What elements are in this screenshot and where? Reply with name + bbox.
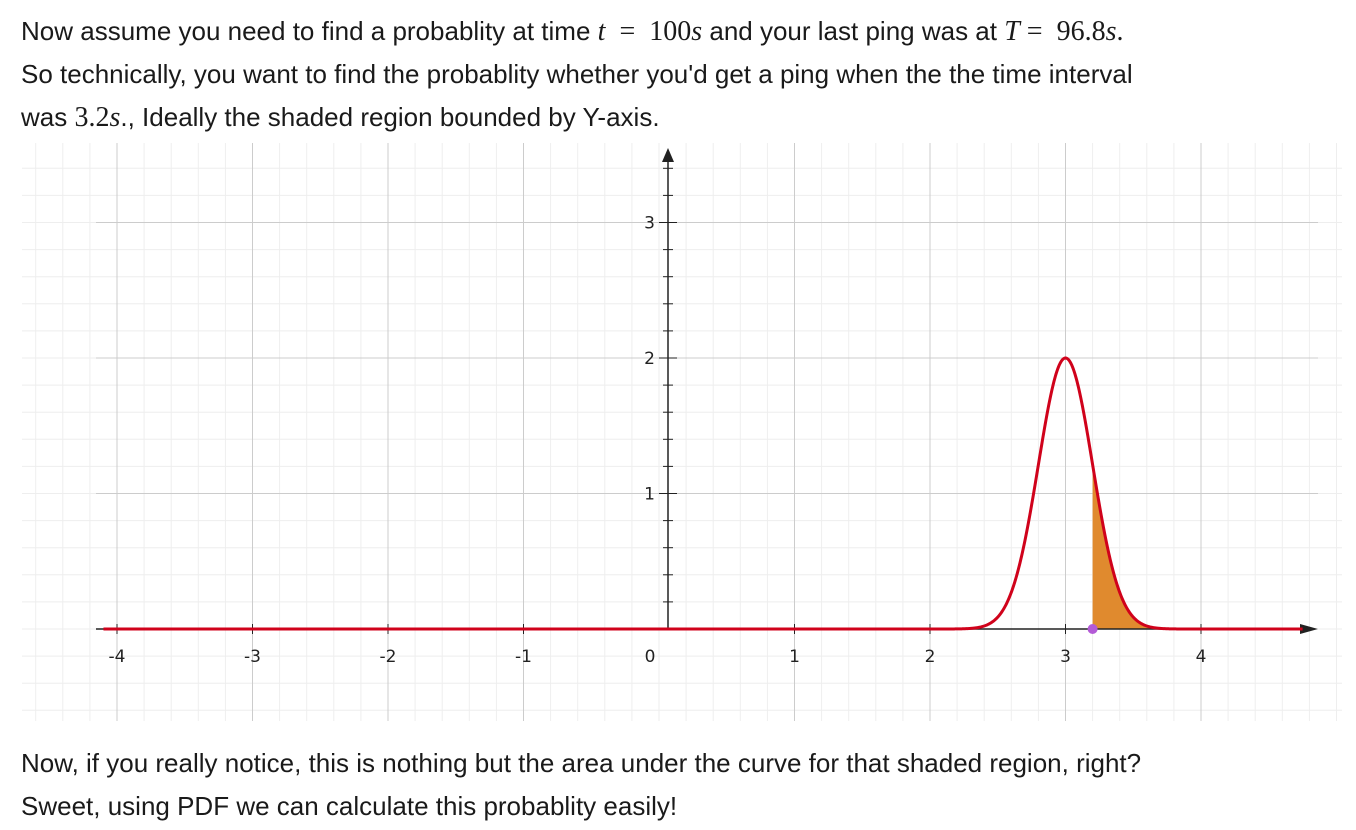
minor-grid <box>22 143 1342 721</box>
equals-sign: = <box>619 16 636 47</box>
outro-paragraph: Now, if you really notice, this is nothi… <box>21 742 1341 828</box>
x-tick-label: -4 <box>109 647 126 667</box>
ping-variable: T <box>1004 16 1020 47</box>
x-axis-arrow <box>1300 624 1318 634</box>
y-tick-label: 2 <box>644 349 655 369</box>
interval-unit: s <box>109 102 121 133</box>
interval-value: 3.2 <box>74 102 110 133</box>
outro-text-2: Sweet, using PDF we can calculate this p… <box>21 791 678 821</box>
shaded-region-layer <box>1092 464 1303 629</box>
x-tick-label: 4 <box>1196 647 1207 667</box>
intro-text-1b: and your last ping was at <box>702 16 1005 46</box>
time-equation: t = 100s <box>598 16 702 47</box>
x-tick-label: 2 <box>925 647 936 667</box>
x-tick-label: 3 <box>1060 647 1071 667</box>
x-tick-label: -2 <box>380 647 397 667</box>
pdf-chart: -4 -3 -2 -1 0 1 2 3 4 1 2 3 <box>22 143 1342 721</box>
y-tick-label: 3 <box>644 214 655 234</box>
ping-period: . <box>1116 16 1124 47</box>
intro-text-1a: Now assume you need to find a probablity… <box>21 16 598 46</box>
x-tick-label: -1 <box>515 647 532 667</box>
ping-value: 96.8 <box>1056 16 1106 47</box>
interval-point <box>1087 624 1098 634</box>
curve-layer <box>102 356 1304 634</box>
x-tick-label: 1 <box>789 647 800 667</box>
ping-equation: T = 96.8s. <box>1004 16 1124 47</box>
ping-unit: s <box>1105 16 1117 47</box>
pdf-curve <box>102 356 1304 631</box>
shaded-region <box>1092 464 1303 629</box>
intro-text-2: So technically, you want to find the pro… <box>21 59 1133 89</box>
time-value: 100 <box>649 16 692 47</box>
y-tick-label: 1 <box>644 485 655 505</box>
outro-text-1: Now, if you really notice, this is nothi… <box>21 748 1142 778</box>
intro-text-3b: ., Ideally the shaded region bounded by … <box>120 102 660 132</box>
intro-paragraph: Now assume you need to find a probablity… <box>21 10 1341 139</box>
interval-expression: 3.2s <box>74 102 120 133</box>
time-unit: s <box>691 16 703 47</box>
y-axis-arrow <box>662 148 674 162</box>
time-variable: t <box>597 16 606 47</box>
intro-text-3a: was <box>21 102 75 132</box>
tick-labels: -4 -3 -2 -1 0 1 2 3 4 1 2 3 <box>109 214 1207 668</box>
x-tick-label: 0 <box>645 647 656 667</box>
x-tick-label: -3 <box>244 647 261 667</box>
